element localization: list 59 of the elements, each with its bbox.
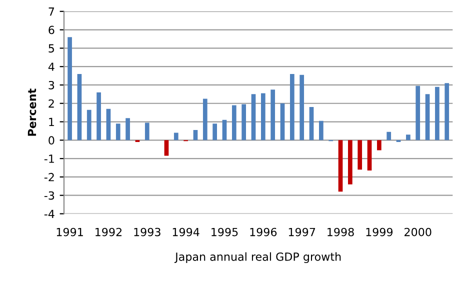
y-tick-label: 0 [48,136,54,145]
bar [309,107,314,140]
bar [377,140,382,150]
x-tick-label: 1998 [328,228,354,236]
bar [338,140,343,192]
bar [358,140,362,170]
bar [86,110,92,140]
x-tick-label: 1996 [250,228,277,236]
bar [202,98,208,140]
bar [164,140,169,156]
bar [260,93,266,140]
x-tick-label: 1992 [96,228,122,236]
y-tick-label: 5 [48,44,54,53]
x-tick-label: 1994 [172,228,200,236]
bar [386,132,392,140]
bar [193,130,198,140]
bar [251,94,256,140]
x-tick-label: 1997 [288,228,316,236]
y-tick-label: -4 [44,210,54,218]
y-tick-label: 6 [48,26,54,34]
x-tick-label: 2000 [404,228,432,236]
y-tick-label: -3 [44,191,54,200]
y-tick-label: 1 [49,118,54,126]
x-tick-label: 1999 [366,228,393,236]
bar [77,74,82,140]
bar [106,108,111,140]
bar [416,86,420,140]
bar [348,140,352,184]
bar [222,120,227,140]
y-tick-label: 4 [48,62,54,71]
x-tick-label: 1995 [212,228,238,236]
bar [96,92,101,140]
y-tick-label: 3 [48,80,54,90]
bar [319,120,324,140]
bar [280,103,285,140]
bar [290,74,294,140]
bar [212,124,217,140]
x-axis-title: Japan annual real GDP growth [174,252,341,264]
bar [144,122,150,140]
bar [116,124,120,140]
y-tick-label: -1 [44,154,54,163]
bar [435,86,440,140]
x-tick-label: 1993 [134,228,160,236]
bar [242,104,246,140]
y-tick-label: -2 [44,172,54,182]
bar [232,105,236,140]
x-tick-label: 1991 [56,228,83,236]
bar [300,74,304,140]
bar [367,140,372,171]
bar [174,132,178,140]
bar [126,118,130,140]
y-tick-label: 2 [48,99,54,108]
bar [68,37,72,140]
bar [270,90,276,140]
y-axis-title: Percent [28,88,36,136]
bar [406,134,410,140]
y-tick-label: 7 [48,8,54,16]
bar [425,94,430,140]
bar [444,83,450,140]
